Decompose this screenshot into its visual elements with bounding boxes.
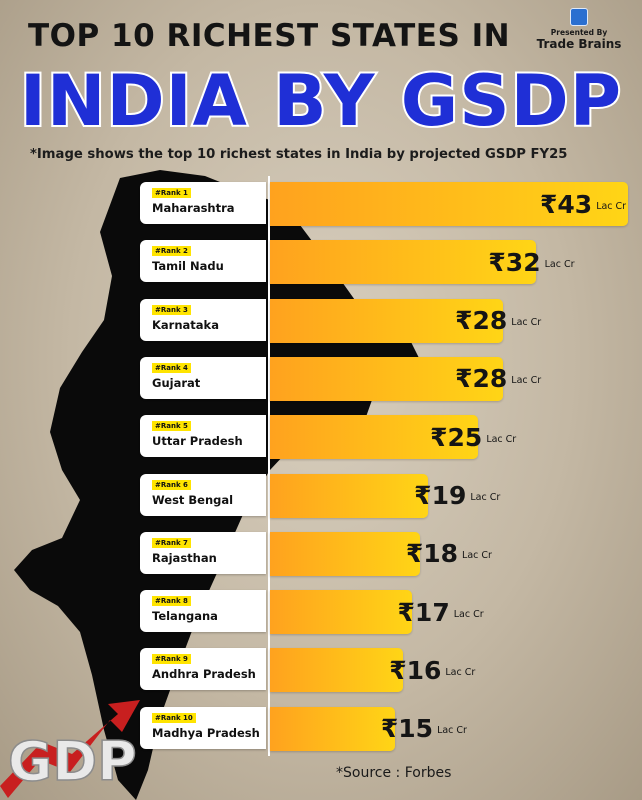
chart-row: #Rank 4 Gujarat ₹28 Lac Cr bbox=[0, 355, 642, 401]
value-unit: Lac Cr bbox=[511, 317, 542, 329]
state-name: Rajasthan bbox=[152, 550, 217, 565]
rank-tag: #Rank 5 bbox=[152, 421, 191, 432]
state-label-card: #Rank 4 Gujarat bbox=[140, 356, 266, 399]
source-note: *Source : Forbes bbox=[336, 765, 452, 781]
chart-row: #Rank 5 Uttar Pradesh ₹25 Lac Cr bbox=[0, 413, 642, 460]
state-name: Andhra Pradesh bbox=[152, 667, 256, 682]
value-label: ₹28 Lac Cr bbox=[455, 299, 541, 343]
value-label: ₹28 Lac Cr bbox=[455, 357, 541, 401]
value-unit: Lac Cr bbox=[462, 550, 492, 562]
rank-tag: #Rank 3 bbox=[152, 304, 191, 315]
rank-tag: #Rank 9 bbox=[152, 654, 191, 665]
value-number: ₹43 bbox=[540, 189, 593, 219]
gsdp-bar bbox=[270, 240, 537, 285]
chart-row: #Rank 3 Karnataka ₹28 Lac Cr bbox=[0, 297, 642, 343]
value-unit: Lac Cr bbox=[511, 375, 542, 387]
value-number: ₹18 bbox=[405, 539, 459, 569]
chart-subtitle: *Image shows the top 10 richest states i… bbox=[30, 147, 568, 162]
value-number: ₹28 bbox=[455, 364, 508, 394]
value-label: ₹32 Lac Cr bbox=[488, 240, 574, 284]
rank-tag: #Rank 2 bbox=[152, 246, 191, 257]
value-unit: Lac Cr bbox=[470, 492, 501, 503]
value-unit: Lac Cr bbox=[486, 433, 517, 445]
chart-row: #Rank 6 West Bengal ₹19 Lac Cr bbox=[0, 472, 642, 518]
value-number: ₹17 bbox=[397, 597, 450, 627]
chart-row: #Rank 7 Rajasthan ₹18 Lac Cr bbox=[0, 530, 642, 576]
gdp-decoration-text: GDP bbox=[8, 730, 137, 793]
value-label: ₹16 Lac Cr bbox=[389, 648, 475, 692]
state-name: West Bengal bbox=[152, 492, 234, 507]
value-unit: Lac Cr bbox=[544, 258, 575, 270]
gsdp-bar bbox=[270, 298, 504, 343]
value-unit: Lac Cr bbox=[445, 666, 476, 678]
gdp-growth-illustration: GDP bbox=[0, 700, 140, 798]
presented-by-label: Presented By bbox=[550, 28, 608, 37]
state-label-card: #Rank 7 Rajasthan bbox=[140, 531, 266, 574]
gsdp-bar bbox=[270, 648, 404, 693]
value-unit: Lac Cr bbox=[437, 725, 467, 737]
state-label-card: #Rank 5 Uttar Pradesh bbox=[140, 415, 266, 458]
state-label-card: #Rank 6 West Bengal bbox=[140, 473, 266, 516]
brand-name: Trade Brains bbox=[536, 37, 622, 51]
gsdp-bar bbox=[270, 473, 429, 518]
state-label-card: #Rank 8 Telangana bbox=[140, 590, 266, 633]
title-line-2: INDIA BY GSDP bbox=[18, 60, 623, 142]
rank-tag: #Rank 6 bbox=[152, 479, 191, 490]
state-label-card: #Rank 10 Madhya Pradesh bbox=[140, 706, 266, 749]
title-line-1: TOP 10 RICHEST STATES IN bbox=[28, 18, 511, 54]
chart-row: #Rank 1 Maharashtra ₹43 Lac Cr bbox=[0, 180, 642, 226]
value-label: ₹43 Lac Cr bbox=[540, 182, 626, 226]
gsdp-bar bbox=[270, 415, 479, 460]
state-name: Madhya Pradesh bbox=[152, 725, 260, 740]
state-label-card: #Rank 2 Tamil Nadu bbox=[140, 240, 266, 283]
value-unit: Lac Cr bbox=[596, 200, 627, 212]
chart-row: #Rank 9 Andhra Pradesh ₹16 Lac Cr bbox=[0, 646, 642, 693]
value-number: ₹15 bbox=[380, 714, 434, 744]
gsdp-bar bbox=[270, 182, 628, 226]
state-name: Maharashtra bbox=[152, 201, 235, 215]
state-name: Uttar Pradesh bbox=[152, 434, 243, 449]
gsdp-bar bbox=[270, 706, 395, 751]
rank-tag: #Rank 4 bbox=[152, 362, 191, 373]
state-name: Tamil Nadu bbox=[152, 259, 224, 274]
rank-tag: #Rank 8 bbox=[152, 596, 191, 607]
gsdp-bar bbox=[270, 531, 420, 576]
state-name: Karnataka bbox=[152, 317, 219, 332]
value-unit: Lac Cr bbox=[453, 608, 484, 620]
chart-row: #Rank 8 Telangana ₹17 Lac Cr bbox=[0, 588, 642, 635]
value-number: ₹19 bbox=[414, 481, 467, 510]
gsdp-bar bbox=[270, 590, 412, 635]
state-name: Gujarat bbox=[152, 375, 201, 390]
state-name: Telangana bbox=[152, 609, 218, 624]
chart-divider bbox=[268, 176, 270, 756]
rank-tag: #Rank 1 bbox=[152, 188, 191, 198]
value-number: ₹28 bbox=[455, 306, 508, 336]
value-label: ₹19 Lac Cr bbox=[414, 474, 500, 518]
value-label: ₹17 Lac Cr bbox=[398, 590, 484, 634]
value-label: ₹25 Lac Cr bbox=[430, 415, 516, 459]
chart-row: #Rank 10 Madhya Pradesh ₹15 Lac Cr bbox=[0, 705, 642, 751]
value-label: ₹18 Lac Cr bbox=[406, 532, 492, 576]
brand-block: Presented By Trade Brains bbox=[524, 8, 634, 51]
rank-tag: #Rank 7 bbox=[152, 537, 191, 548]
value-number: ₹16 bbox=[389, 655, 442, 685]
rank-tag: #Rank 10 bbox=[152, 712, 196, 723]
trade-brains-logo-icon bbox=[570, 8, 588, 26]
chart-row: #Rank 2 Tamil Nadu ₹32 Lac Cr bbox=[0, 238, 642, 285]
state-label-card: #Rank 3 Karnataka bbox=[140, 298, 266, 341]
gsdp-bar bbox=[270, 356, 504, 401]
value-number: ₹32 bbox=[488, 247, 541, 277]
state-label-card: #Rank 1 Maharashtra bbox=[140, 182, 266, 224]
value-label: ₹15 Lac Cr bbox=[381, 707, 467, 751]
value-number: ₹25 bbox=[430, 422, 483, 452]
state-label-card: #Rank 9 Andhra Pradesh bbox=[140, 648, 266, 691]
